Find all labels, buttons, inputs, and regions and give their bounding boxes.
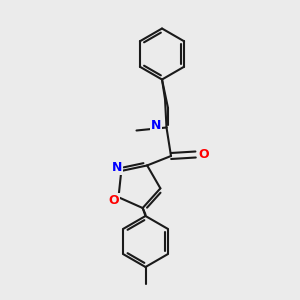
Text: N: N — [112, 161, 122, 174]
Text: N: N — [151, 118, 161, 132]
Text: O: O — [199, 148, 209, 161]
Text: O: O — [109, 194, 119, 207]
